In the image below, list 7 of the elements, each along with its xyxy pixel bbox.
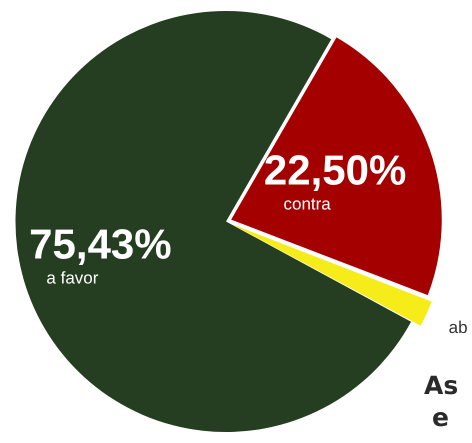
text: As [424, 370, 458, 402]
text: e [431, 402, 450, 434]
data-label: 75,43% [29, 220, 172, 268]
slice-label: a favor [46, 268, 99, 288]
data-label: 22,50% [264, 146, 406, 194]
slice-label: ab [448, 318, 468, 338]
slice-label: contra [284, 194, 332, 214]
